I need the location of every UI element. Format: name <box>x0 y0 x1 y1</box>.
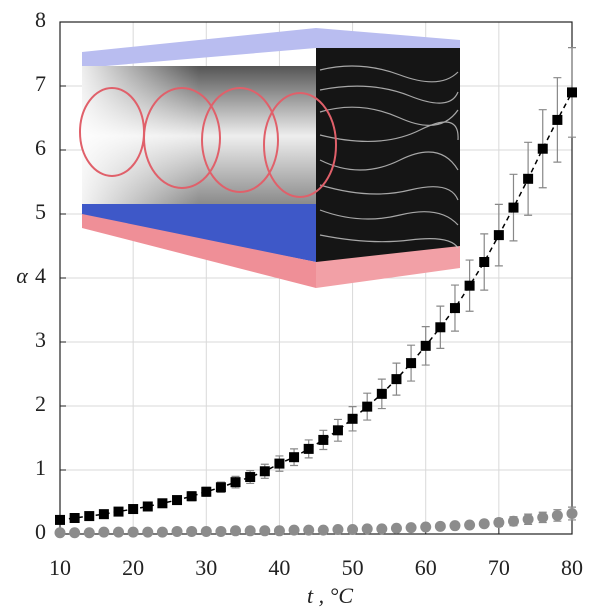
marker <box>84 511 95 522</box>
x-tick-label: 50 <box>342 555 364 580</box>
marker <box>69 513 80 523</box>
x-tick-label: 60 <box>415 555 437 580</box>
x-tick-label: 80 <box>561 555 583 580</box>
marker <box>98 509 109 520</box>
x-tick-label: 10 <box>49 555 71 580</box>
marker <box>420 340 431 351</box>
marker <box>303 524 315 536</box>
marker <box>552 114 563 125</box>
marker <box>259 466 270 477</box>
marker <box>522 513 534 525</box>
marker <box>83 527 95 539</box>
marker <box>244 525 256 537</box>
marker <box>361 523 373 535</box>
inset-illustration <box>79 28 460 288</box>
x-tick-label: 40 <box>268 555 290 580</box>
y-tick-label: 7 <box>35 71 46 96</box>
plot-frame <box>59 21 573 535</box>
marker <box>376 388 387 399</box>
marker <box>332 425 343 436</box>
marker <box>98 526 110 538</box>
marker <box>567 87 577 98</box>
marker <box>507 515 519 527</box>
marker <box>420 521 432 533</box>
marker <box>508 202 519 213</box>
marker <box>551 509 563 521</box>
marker <box>69 527 81 539</box>
marker <box>405 522 417 534</box>
marker <box>128 504 139 515</box>
x-tick-label: 30 <box>195 555 217 580</box>
y-tick-label: 8 <box>35 7 46 32</box>
marker <box>478 518 490 530</box>
y-axis-label: α <box>16 263 28 288</box>
y-tick-label: 2 <box>35 391 46 416</box>
marker <box>259 525 271 537</box>
marker <box>537 143 548 154</box>
marker <box>362 401 373 412</box>
marker <box>288 524 300 536</box>
marker <box>273 525 285 537</box>
x-tick-label: 70 <box>488 555 510 580</box>
marker <box>113 526 125 538</box>
marker <box>289 452 300 463</box>
marker <box>156 526 168 538</box>
marker <box>537 511 549 523</box>
marker <box>347 524 359 536</box>
marker <box>449 520 461 532</box>
marker <box>390 522 402 534</box>
marker <box>434 520 446 532</box>
marker <box>406 358 417 369</box>
marker <box>245 472 256 483</box>
marker <box>230 525 242 537</box>
y-tick-label: 1 <box>35 455 46 480</box>
marker <box>464 519 476 531</box>
marker <box>303 443 314 454</box>
marker <box>215 482 226 493</box>
marker <box>479 257 490 267</box>
marker <box>391 374 402 385</box>
x-axis-label: t , °C <box>307 583 353 608</box>
marker <box>113 506 124 517</box>
marker <box>142 501 153 512</box>
marker <box>493 230 504 241</box>
x-tick-label: 20 <box>122 555 144 580</box>
marker <box>435 322 446 333</box>
marker <box>376 523 388 535</box>
marker <box>201 486 212 497</box>
marker <box>55 514 65 525</box>
marker <box>449 303 460 314</box>
marker <box>54 527 66 539</box>
marker <box>318 434 329 445</box>
marker <box>172 495 183 506</box>
marker <box>171 525 183 537</box>
marker <box>332 524 344 536</box>
y-tick-label: 5 <box>35 199 46 224</box>
marker <box>274 458 285 469</box>
y-tick-label: 0 <box>35 519 46 544</box>
marker <box>127 526 139 538</box>
marker <box>523 173 534 184</box>
marker <box>186 491 197 502</box>
marker <box>464 280 475 291</box>
marker <box>186 525 198 537</box>
marker <box>215 525 227 537</box>
marker <box>493 516 505 528</box>
marker <box>200 525 212 537</box>
marker <box>347 413 358 424</box>
y-tick-label: 4 <box>35 263 46 288</box>
marker <box>157 498 168 509</box>
marker <box>142 526 154 538</box>
marker <box>317 524 329 536</box>
y-tick-label: 3 <box>35 327 46 352</box>
marker <box>566 508 578 520</box>
y-tick-label: 6 <box>35 135 46 160</box>
marker <box>230 477 241 488</box>
